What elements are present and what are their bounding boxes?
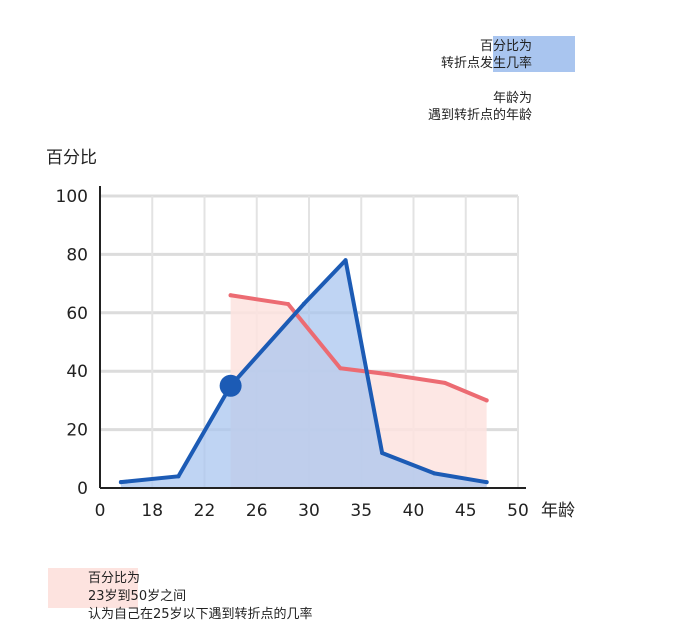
grid-lines <box>100 194 519 488</box>
x-tick-label-7: 45 <box>455 501 477 521</box>
y-tick-label-0: 0 <box>77 479 88 499</box>
x-tick-label-1: 18 <box>141 501 163 521</box>
legend-bottom-line2: 23岁到50岁之间 <box>88 589 187 604</box>
y-tick-label-3: 60 <box>66 304 88 324</box>
series-0-point-0 <box>118 480 123 485</box>
series-1-point-1 <box>286 302 291 307</box>
legend-percent-line1: 百分比为 <box>479 39 532 54</box>
series-0-point-3 <box>301 302 306 307</box>
series-1-point-2 <box>338 366 343 371</box>
legend-percent: 百分比为 转折点发生几率 <box>441 38 532 72</box>
x-axis-title: 年龄 <box>541 501 575 521</box>
x-tick-label-0: 0 <box>95 501 106 521</box>
y-tick-label-2: 40 <box>66 362 88 382</box>
legend-bottom-line1: 百分比为 <box>88 571 141 586</box>
series-0-point-4 <box>343 258 348 263</box>
series-0-point-1 <box>176 474 181 479</box>
series-0-point-7 <box>484 480 489 485</box>
y-axis-title: 百分比 <box>46 148 97 168</box>
series-0-point-6 <box>432 471 437 476</box>
series-fills <box>120 260 487 488</box>
x-tick-label-6: 40 <box>403 501 425 521</box>
x-tick-label-5: 35 <box>350 501 372 521</box>
series-line-0 <box>118 258 489 485</box>
legend-percent-line2: 转折点发生几率 <box>440 56 532 71</box>
series-fill-0 <box>120 260 487 488</box>
legend-swatch-pink <box>48 568 138 608</box>
legend-age-line2: 遇到转折点的年龄 <box>427 108 532 123</box>
series-line-1 <box>228 293 489 403</box>
legend-age: 年龄为 遇到转折点的年龄 <box>428 90 532 124</box>
series-1-point-0 <box>228 293 233 298</box>
markers <box>219 374 242 397</box>
series-1-point-3 <box>385 372 390 377</box>
highlight-marker <box>219 374 242 397</box>
series-0-point-5 <box>380 450 385 455</box>
y-tick-label-4: 80 <box>66 245 88 265</box>
legend-bottom-line3: 认为自己在25岁以下遇到转折点的几率 <box>88 607 313 622</box>
legend-age-line1: 年龄为 <box>492 91 532 106</box>
y-tick-label-5: 100 <box>56 187 88 207</box>
series-lines <box>118 258 489 485</box>
legend-swatch-blue <box>493 36 575 72</box>
x-tick-label-8: 50 <box>507 501 529 521</box>
legend-bottom: 百分比为 23岁到50岁之间 认为自己在25岁以下遇到转折点的几率 <box>48 568 348 624</box>
axes <box>99 186 526 489</box>
x-tick-label-2: 22 <box>194 501 216 521</box>
x-tick-label-3: 26 <box>246 501 268 521</box>
series-1-point-4 <box>442 380 447 385</box>
series-1-point-5 <box>484 398 489 403</box>
x-tick-label-4: 30 <box>298 501 320 521</box>
y-tick-label-1: 20 <box>66 421 88 441</box>
